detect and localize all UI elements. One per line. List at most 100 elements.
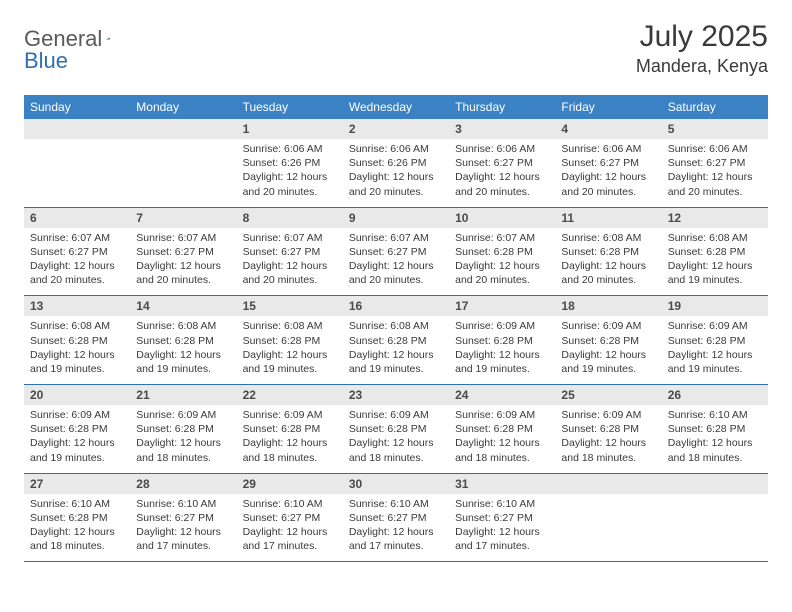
- calendar-row: 13Sunrise: 6:08 AMSunset: 6:28 PMDayligh…: [24, 296, 768, 385]
- day-number: 10: [449, 208, 555, 228]
- day-details: Sunrise: 6:09 AMSunset: 6:28 PMDaylight:…: [555, 405, 661, 473]
- day-details: Sunrise: 6:08 AMSunset: 6:28 PMDaylight:…: [24, 316, 130, 384]
- title-block: July 2025 Mandera, Kenya: [636, 20, 768, 77]
- weekday-header: Thursday: [449, 95, 555, 119]
- day-number: 26: [662, 385, 768, 405]
- calendar-row: 20Sunrise: 6:09 AMSunset: 6:28 PMDayligh…: [24, 385, 768, 474]
- calendar-cell: [662, 473, 768, 562]
- calendar-cell: 28Sunrise: 6:10 AMSunset: 6:27 PMDayligh…: [130, 473, 236, 562]
- day-number: 9: [343, 208, 449, 228]
- day-number: 25: [555, 385, 661, 405]
- calendar-cell: 20Sunrise: 6:09 AMSunset: 6:28 PMDayligh…: [24, 385, 130, 474]
- logo-triangle-icon: [106, 29, 110, 47]
- day-details: Sunrise: 6:09 AMSunset: 6:28 PMDaylight:…: [237, 405, 343, 473]
- calendar-cell: 7Sunrise: 6:07 AMSunset: 6:27 PMDaylight…: [130, 207, 236, 296]
- day-details: Sunrise: 6:10 AMSunset: 6:28 PMDaylight:…: [662, 405, 768, 473]
- day-number: 19: [662, 296, 768, 316]
- calendar-cell: 11Sunrise: 6:08 AMSunset: 6:28 PMDayligh…: [555, 207, 661, 296]
- day-details: Sunrise: 6:06 AMSunset: 6:27 PMDaylight:…: [555, 139, 661, 207]
- calendar-cell: 29Sunrise: 6:10 AMSunset: 6:27 PMDayligh…: [237, 473, 343, 562]
- day-number: 18: [555, 296, 661, 316]
- weekday-header: Saturday: [662, 95, 768, 119]
- day-details: Sunrise: 6:10 AMSunset: 6:27 PMDaylight:…: [130, 494, 236, 562]
- calendar-cell: 22Sunrise: 6:09 AMSunset: 6:28 PMDayligh…: [237, 385, 343, 474]
- calendar-cell: 6Sunrise: 6:07 AMSunset: 6:27 PMDaylight…: [24, 207, 130, 296]
- day-details: Sunrise: 6:08 AMSunset: 6:28 PMDaylight:…: [555, 228, 661, 296]
- calendar-row: 1Sunrise: 6:06 AMSunset: 6:26 PMDaylight…: [24, 119, 768, 207]
- day-details: Sunrise: 6:10 AMSunset: 6:27 PMDaylight:…: [237, 494, 343, 562]
- day-details: Sunrise: 6:08 AMSunset: 6:28 PMDaylight:…: [237, 316, 343, 384]
- day-number: 20: [24, 385, 130, 405]
- logo-blue-wrap: Blue: [24, 48, 68, 74]
- day-details: Sunrise: 6:10 AMSunset: 6:27 PMDaylight:…: [449, 494, 555, 562]
- calendar-cell: 31Sunrise: 6:10 AMSunset: 6:27 PMDayligh…: [449, 473, 555, 562]
- day-number: 28: [130, 474, 236, 494]
- day-number: 3: [449, 119, 555, 139]
- calendar-cell: 27Sunrise: 6:10 AMSunset: 6:28 PMDayligh…: [24, 473, 130, 562]
- day-details: Sunrise: 6:09 AMSunset: 6:28 PMDaylight:…: [130, 405, 236, 473]
- calendar-cell: 15Sunrise: 6:08 AMSunset: 6:28 PMDayligh…: [237, 296, 343, 385]
- day-details: Sunrise: 6:09 AMSunset: 6:28 PMDaylight:…: [24, 405, 130, 473]
- calendar-cell: 10Sunrise: 6:07 AMSunset: 6:28 PMDayligh…: [449, 207, 555, 296]
- day-number: 16: [343, 296, 449, 316]
- calendar-cell: 2Sunrise: 6:06 AMSunset: 6:26 PMDaylight…: [343, 119, 449, 207]
- day-details: Sunrise: 6:09 AMSunset: 6:28 PMDaylight:…: [662, 316, 768, 384]
- day-number: 13: [24, 296, 130, 316]
- calendar-cell: 30Sunrise: 6:10 AMSunset: 6:27 PMDayligh…: [343, 473, 449, 562]
- day-details: Sunrise: 6:08 AMSunset: 6:28 PMDaylight:…: [130, 316, 236, 384]
- day-number: 11: [555, 208, 661, 228]
- day-number: 15: [237, 296, 343, 316]
- day-number: 5: [662, 119, 768, 139]
- day-details: Sunrise: 6:08 AMSunset: 6:28 PMDaylight:…: [662, 228, 768, 296]
- weekday-header-row: Sunday Monday Tuesday Wednesday Thursday…: [24, 95, 768, 119]
- day-details: Sunrise: 6:08 AMSunset: 6:28 PMDaylight:…: [343, 316, 449, 384]
- calendar-cell: 16Sunrise: 6:08 AMSunset: 6:28 PMDayligh…: [343, 296, 449, 385]
- calendar-cell: 24Sunrise: 6:09 AMSunset: 6:28 PMDayligh…: [449, 385, 555, 474]
- calendar-cell: 3Sunrise: 6:06 AMSunset: 6:27 PMDaylight…: [449, 119, 555, 207]
- day-number: 2: [343, 119, 449, 139]
- day-number: 7: [130, 208, 236, 228]
- calendar-cell: 9Sunrise: 6:07 AMSunset: 6:27 PMDaylight…: [343, 207, 449, 296]
- calendar-cell: 25Sunrise: 6:09 AMSunset: 6:28 PMDayligh…: [555, 385, 661, 474]
- day-details: Sunrise: 6:06 AMSunset: 6:27 PMDaylight:…: [449, 139, 555, 207]
- calendar-cell: 8Sunrise: 6:07 AMSunset: 6:27 PMDaylight…: [237, 207, 343, 296]
- logo-text-blue: Blue: [24, 48, 68, 73]
- calendar-cell: 26Sunrise: 6:10 AMSunset: 6:28 PMDayligh…: [662, 385, 768, 474]
- calendar-cell: 21Sunrise: 6:09 AMSunset: 6:28 PMDayligh…: [130, 385, 236, 474]
- day-number: 17: [449, 296, 555, 316]
- calendar-cell: 17Sunrise: 6:09 AMSunset: 6:28 PMDayligh…: [449, 296, 555, 385]
- day-details: Sunrise: 6:07 AMSunset: 6:27 PMDaylight:…: [343, 228, 449, 296]
- calendar-cell: 18Sunrise: 6:09 AMSunset: 6:28 PMDayligh…: [555, 296, 661, 385]
- day-number: 6: [24, 208, 130, 228]
- day-number: 8: [237, 208, 343, 228]
- day-details: Sunrise: 6:07 AMSunset: 6:27 PMDaylight:…: [24, 228, 130, 296]
- calendar-cell: 13Sunrise: 6:08 AMSunset: 6:28 PMDayligh…: [24, 296, 130, 385]
- day-number: 27: [24, 474, 130, 494]
- day-details: Sunrise: 6:09 AMSunset: 6:28 PMDaylight:…: [555, 316, 661, 384]
- weekday-header: Monday: [130, 95, 236, 119]
- header: General July 2025 Mandera, Kenya: [24, 20, 768, 77]
- day-number: 23: [343, 385, 449, 405]
- calendar-cell: [130, 119, 236, 207]
- weekday-header: Wednesday: [343, 95, 449, 119]
- calendar-row: 6Sunrise: 6:07 AMSunset: 6:27 PMDaylight…: [24, 207, 768, 296]
- location: Mandera, Kenya: [636, 56, 768, 77]
- calendar-row: 27Sunrise: 6:10 AMSunset: 6:28 PMDayligh…: [24, 473, 768, 562]
- calendar-cell: 5Sunrise: 6:06 AMSunset: 6:27 PMDaylight…: [662, 119, 768, 207]
- calendar-cell: [24, 119, 130, 207]
- day-details: Sunrise: 6:06 AMSunset: 6:27 PMDaylight:…: [662, 139, 768, 207]
- day-number: 31: [449, 474, 555, 494]
- day-details: Sunrise: 6:07 AMSunset: 6:27 PMDaylight:…: [130, 228, 236, 296]
- calendar-cell: 4Sunrise: 6:06 AMSunset: 6:27 PMDaylight…: [555, 119, 661, 207]
- weekday-header: Tuesday: [237, 95, 343, 119]
- calendar-cell: 19Sunrise: 6:09 AMSunset: 6:28 PMDayligh…: [662, 296, 768, 385]
- day-number: 1: [237, 119, 343, 139]
- day-details: Sunrise: 6:06 AMSunset: 6:26 PMDaylight:…: [343, 139, 449, 207]
- day-details: Sunrise: 6:06 AMSunset: 6:26 PMDaylight:…: [237, 139, 343, 207]
- weekday-header: Friday: [555, 95, 661, 119]
- day-number: 22: [237, 385, 343, 405]
- day-details: Sunrise: 6:09 AMSunset: 6:28 PMDaylight:…: [449, 316, 555, 384]
- calendar-cell: 14Sunrise: 6:08 AMSunset: 6:28 PMDayligh…: [130, 296, 236, 385]
- day-details: Sunrise: 6:07 AMSunset: 6:28 PMDaylight:…: [449, 228, 555, 296]
- day-details: Sunrise: 6:10 AMSunset: 6:28 PMDaylight:…: [24, 494, 130, 562]
